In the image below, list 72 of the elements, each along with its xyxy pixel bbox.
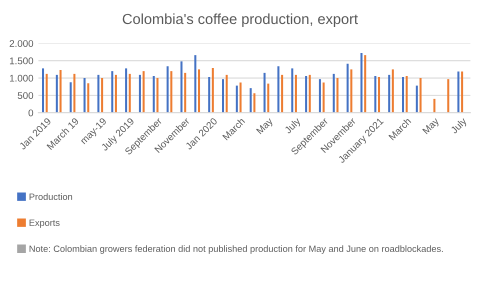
- x-tick-label: May: [422, 117, 441, 136]
- y-tick-label: 1.000: [10, 74, 34, 82]
- bar: [125, 68, 128, 113]
- bar: [46, 74, 48, 113]
- bar: [402, 76, 404, 113]
- bar: [184, 72, 186, 113]
- bar: [194, 55, 196, 113]
- bar: [461, 71, 464, 113]
- bar: [374, 76, 376, 113]
- bar: [250, 88, 252, 113]
- bar: [305, 76, 308, 113]
- bar: [73, 74, 76, 113]
- bar: [111, 71, 114, 113]
- x-tick-label: July: [450, 116, 468, 136]
- y-tick-label: 0: [28, 109, 34, 116]
- legend-label: Note: Colombian growers federation did not published production for May and June on roadblockades.: [30, 245, 443, 254]
- y-tick-label: 2.000: [10, 40, 34, 47]
- bar: [142, 71, 145, 113]
- bar: [291, 68, 294, 113]
- bar: [152, 76, 155, 113]
- bar: [128, 74, 131, 113]
- bar: [84, 78, 86, 113]
- bar: [364, 55, 366, 113]
- bar: [322, 82, 325, 113]
- bar: [226, 74, 228, 113]
- bar: [350, 69, 352, 113]
- bar: [212, 68, 214, 113]
- bar: [281, 74, 284, 113]
- bar: [180, 61, 182, 113]
- bar: [308, 74, 311, 113]
- x-tick-label: May: [256, 117, 275, 136]
- bar: [253, 93, 256, 113]
- bar: [156, 78, 158, 113]
- bar: [222, 79, 224, 113]
- bar: [406, 76, 408, 113]
- bar: [60, 70, 62, 113]
- bar: [166, 66, 169, 113]
- bar: [332, 74, 335, 113]
- bar: [416, 86, 418, 113]
- bar: [114, 74, 117, 113]
- bar: [101, 78, 104, 113]
- bar: [97, 74, 100, 113]
- y-tick-label: 1.500: [10, 57, 34, 64]
- bar: [277, 66, 280, 113]
- chart-title: Colombia's coffee production, export: [122, 13, 358, 28]
- bar: [346, 64, 349, 113]
- bar: [447, 79, 450, 113]
- bar: [457, 71, 460, 113]
- bar: [236, 86, 238, 113]
- bar: [378, 76, 380, 113]
- bar: [198, 69, 200, 113]
- bar: [318, 79, 321, 113]
- y-tick-label: 500: [18, 92, 34, 99]
- bar: [267, 84, 270, 113]
- bar: [170, 71, 172, 113]
- legend-label: Exports: [30, 220, 60, 228]
- bar: [264, 72, 266, 113]
- bar: [70, 82, 72, 113]
- bar: [208, 76, 210, 113]
- bar: [42, 68, 44, 113]
- bar: [56, 74, 58, 113]
- bar: [87, 83, 90, 113]
- bar: [433, 98, 436, 113]
- bar: [336, 78, 338, 113]
- bar: [360, 53, 362, 113]
- bar: [420, 78, 422, 113]
- bar: [392, 69, 394, 113]
- bar: [388, 74, 390, 113]
- bar: [294, 74, 297, 113]
- legend-label: Production: [30, 193, 72, 200]
- bar: [240, 82, 242, 113]
- bar: [138, 74, 141, 113]
